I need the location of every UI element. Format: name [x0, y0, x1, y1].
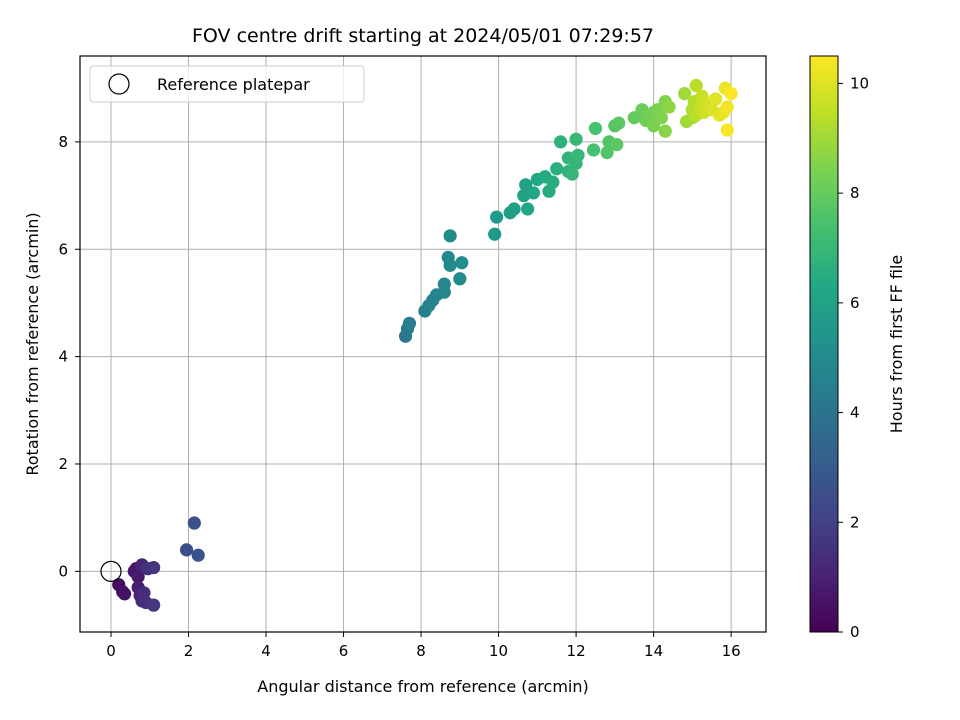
legend-marker-reference	[108, 73, 130, 95]
x-tick-label: 4	[261, 642, 271, 660]
data-point	[720, 123, 734, 137]
data-point	[662, 100, 676, 114]
data-point	[586, 143, 601, 157]
data-point	[490, 210, 504, 224]
y-tick-label: 8	[58, 133, 68, 151]
data-point	[612, 116, 626, 130]
x-tick-label: 14	[644, 642, 663, 660]
data-point	[453, 272, 467, 286]
data-point	[507, 202, 521, 216]
data-point	[191, 548, 205, 562]
y-tick-label: 4	[58, 348, 68, 366]
data-point	[443, 229, 457, 243]
data-point	[437, 277, 451, 291]
x-axis-label: Angular distance from reference (arcmin)	[257, 677, 588, 696]
y-tick-label: 2	[58, 455, 68, 473]
data-point	[678, 86, 692, 101]
grid-lines	[80, 56, 766, 632]
data-point	[600, 146, 614, 160]
data-point	[187, 516, 201, 530]
colorbar-tick-label: 2	[850, 513, 860, 531]
colorbar-gradient	[809, 55, 839, 633]
data-point	[443, 258, 457, 272]
data-point	[571, 148, 585, 162]
data-point	[179, 543, 194, 557]
y-tick-label: 6	[58, 240, 68, 258]
data-point	[521, 202, 535, 216]
legend-label-reference: Reference platepar	[157, 75, 310, 94]
data-point	[147, 598, 161, 612]
data-point	[455, 256, 469, 270]
legend: Reference platepar	[89, 65, 365, 103]
data-point	[546, 175, 560, 189]
data-point	[709, 92, 723, 106]
plot-frame	[79, 55, 767, 633]
data-point	[724, 86, 738, 101]
data-point	[488, 227, 502, 241]
x-tick-label: 0	[106, 642, 116, 660]
colorbar-tick-label: 8	[850, 184, 860, 202]
data-point	[569, 132, 583, 146]
x-tick-label: 10	[489, 642, 508, 660]
x-tick-label: 6	[339, 642, 349, 660]
data-point	[147, 560, 161, 575]
legend-box	[89, 65, 365, 103]
reference-platepar-marker	[100, 560, 122, 582]
data-point	[658, 124, 672, 138]
data-point	[402, 316, 417, 330]
data-point	[131, 570, 145, 584]
chart-title: FOV centre drift starting at 2024/05/01 …	[192, 25, 654, 47]
colorbar-tick-label: 0	[850, 623, 860, 641]
y-axis: 0 2 4 6 8	[58, 133, 80, 580]
data-point	[550, 162, 564, 176]
colorbar-label: Hours from first FF file	[887, 255, 906, 434]
data-point	[689, 78, 703, 93]
x-axis: 0 2 4 6 8 10 12 14 16	[106, 632, 741, 660]
y-tick-label: 0	[58, 562, 68, 580]
colorbar-tick-label: 6	[850, 294, 860, 312]
data-point	[588, 121, 603, 136]
y-axis-label: Rotation from reference (arcmin)	[23, 212, 42, 475]
data-point	[526, 186, 541, 200]
data-point	[654, 111, 668, 125]
colorbar-ticks: 0 2 4 6 8 10	[838, 74, 869, 641]
colorbar: 0 2 4 6 8 10 Hours from first FF file	[809, 55, 906, 641]
data-point	[610, 137, 624, 152]
data-points	[100, 78, 738, 612]
data-point	[553, 135, 568, 149]
data-point	[565, 167, 579, 181]
x-tick-label: 8	[416, 642, 426, 660]
x-tick-label: 2	[184, 642, 194, 660]
x-tick-label: 12	[567, 642, 586, 660]
data-point	[720, 100, 734, 114]
data-point	[117, 587, 132, 601]
x-tick-label: 16	[722, 642, 741, 660]
colorbar-tick-label: 4	[850, 404, 860, 422]
colorbar-tick-label: 10	[850, 74, 869, 92]
